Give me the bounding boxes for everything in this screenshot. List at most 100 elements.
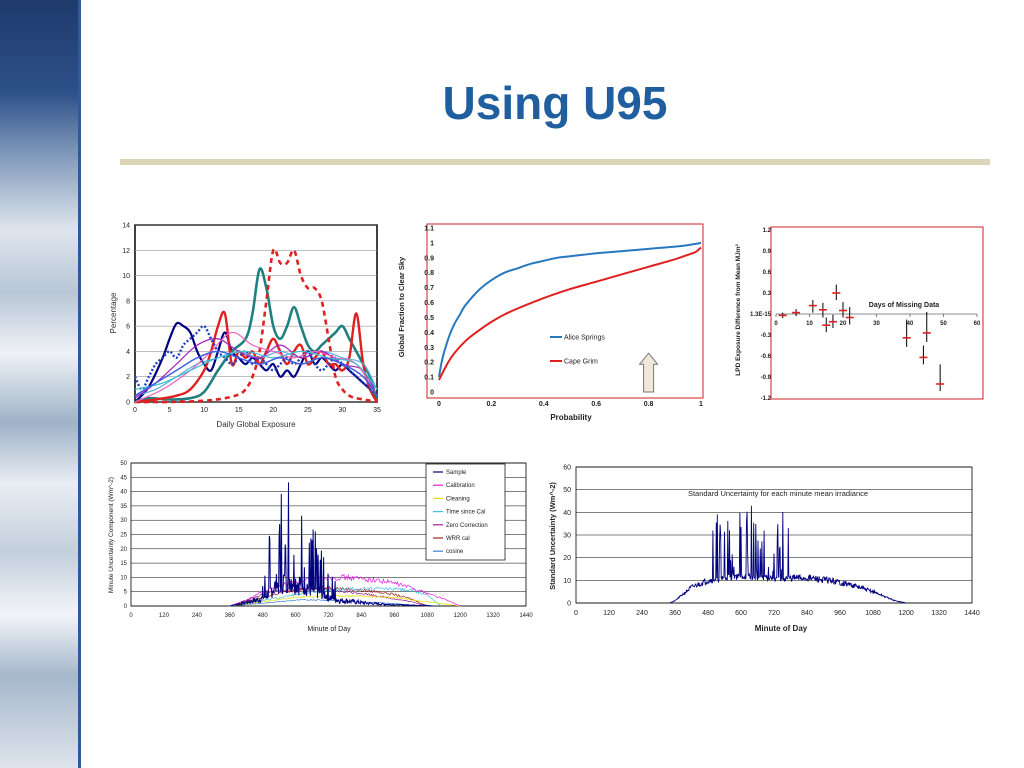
y-tick-label: -1.2 [761,396,772,402]
y-tick-label: 0.6 [424,300,434,307]
x-tick-label: 1080 [865,610,881,617]
y-tick-label: 0 [126,400,130,407]
y-tick-label: 12 [122,248,130,255]
data-point-with-error-bar [832,284,841,300]
y-tick-label: -0.9 [761,375,772,381]
y-tick-label: 0 [124,604,128,610]
y-tick-label: 10 [563,578,571,585]
y-tick-label: 8 [126,298,130,305]
data-point-with-error-bar [922,311,931,342]
x-tick-label: 0 [774,321,778,327]
data-point-with-error-bar [936,364,945,391]
x-tick-label: 360 [225,613,236,619]
x-tick-label: 960 [389,613,400,619]
chart-clear-sky-fraction: 0 0.1 0.2 0.3 0.4 0.5 0.6 0.7 0.8 0.9 1 1.1 0 0.2 0.4 0… [397,223,704,422]
data-point-with-error-bar [902,319,911,347]
legend-box [425,463,506,561]
x-tick-label: 1 [699,401,703,408]
y-tick-label: 0.8 [424,270,434,277]
x-tick-label: 1080 [421,613,435,619]
y-tick-label: 0.2 [424,360,434,367]
x-tick-label: 0 [133,407,137,414]
plot-area [130,462,527,607]
x-axis-title: Days of Missing Data [869,302,940,309]
data-point-with-error-bar [828,314,837,328]
x-axis-label: Probability [550,413,592,422]
y-tick-label: 20 [563,555,571,562]
y-tick-label: 5 [124,590,128,596]
y-tick-label: 0.7 [424,285,434,292]
y-tick-label: 1 [430,240,434,247]
y-tick-label: 0.6 [763,270,772,276]
x-tick-label: 35 [373,407,381,414]
x-tick-label: 480 [702,610,714,617]
x-tick-label: 50 [940,321,947,327]
legend-label: Cleaning [446,496,470,502]
y-tick-label: 40 [120,490,127,496]
data-point-with-error-bar [818,302,827,318]
y-tick-label: 50 [563,487,571,494]
series-line [438,241,702,378]
y-tick-label: 50 [120,461,127,467]
y-tick-label: 25 [120,533,127,539]
x-tick-label: 120 [603,610,615,617]
x-tick-label: 840 [356,613,367,619]
y-tick-label: -0.3 [761,333,772,339]
y-tick-label: 0.3 [763,291,772,297]
x-tick-label: 0 [129,613,133,619]
chart-daily-exposure-distribution: 0 2 4 6 8 10 12 14 0 5 10 15 20 25 30 35 Percentage Dai… [109,223,381,430]
x-tick-label: 5 [168,407,172,414]
legend-label: cosine [446,549,464,555]
series-line [229,594,461,607]
legend-label: Zero Correction [446,523,488,529]
x-tick-label: 0.6 [591,401,601,408]
x-tick-label: 0.2 [487,401,497,408]
title-rule [120,159,990,165]
x-tick-label: 30 [339,407,347,414]
y-tick-label: 14 [122,223,130,230]
legend-label: Cape Grim [564,359,598,366]
y-tick-label: 30 [120,518,127,524]
y-tick-label: 20 [120,547,127,553]
y-tick-label: 0 [567,601,571,608]
series-line [134,350,378,397]
y-axis-label: Global Fraction to Clear Sky [397,256,406,357]
chart-standard-uncertainty: Standard Uncertainty for each minute mea… [548,465,980,634]
y-tick-label: 0.3 [424,345,434,352]
legend-label: Sample [446,470,467,476]
data-point-with-error-bar [839,302,847,318]
legend-label: Alice Springs [564,335,605,342]
x-tick-label: 1200 [898,610,914,617]
x-axis-label: Minute of Day [307,626,351,633]
y-tick-label: 1.2 [763,228,772,234]
y-tick-label: 4 [126,349,130,356]
x-tick-label: 0 [437,401,441,408]
x-tick-label: 240 [192,613,203,619]
x-tick-label: 30 [873,321,880,327]
x-axis-label: Daily Global Exposure [216,420,296,429]
y-axis-label: Percentage [109,292,118,333]
chart-annotation: Standard Uncertainty for each minute mea… [688,489,868,498]
x-axis-label: Minute of Day [755,624,808,633]
x-tick-label: 0.8 [644,401,654,408]
y-tick-label: 2 [126,374,130,381]
x-tick-label: 120 [159,613,170,619]
data-point-with-error-bar [845,307,854,325]
series-line [134,350,378,390]
y-tick-label: 10 [122,273,130,280]
legend-label: WRR cal [446,536,470,542]
x-tick-label: 1440 [964,610,980,617]
x-tick-label: 10 [806,321,813,327]
x-tick-label: 25 [304,407,312,414]
x-tick-label: 600 [291,613,302,619]
x-tick-label: 20 [840,321,847,327]
y-axis-label: Minute Uncertainty Component (Wm^-2) [108,477,115,593]
y-tick-label: 35 [120,504,127,510]
chart-uncertainty-components: 0 5 10 15 20 25 30 35 40 45 50 0 120 240 360 480 600 720 8… [108,461,533,633]
data-point-with-error-bar [808,300,817,313]
y-tick-label: 30 [563,533,571,540]
x-tick-label: 0.4 [539,401,549,408]
x-tick-label: 40 [907,321,914,327]
y-tick-label: 40 [563,510,571,517]
y-tick-label: 60 [563,465,571,472]
